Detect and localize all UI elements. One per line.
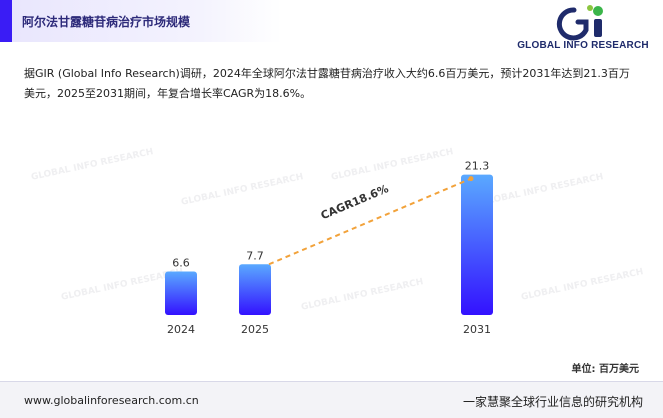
bar-2031	[461, 174, 493, 315]
cagr-line	[268, 177, 472, 266]
summary-text: 据GIR (Global Info Research)调研，2024年全球阿尔法…	[24, 67, 630, 100]
cagr-line-end	[468, 176, 474, 182]
x-tick-label-2025: 2025	[241, 323, 269, 336]
bar-2025	[239, 264, 271, 315]
bar-2024	[165, 271, 197, 315]
footer-slogan: 一家慧聚全球行业信息的研究机构	[462, 395, 643, 409]
title-accent-bar	[0, 0, 12, 42]
data-label-2025: 7.7	[246, 249, 264, 262]
page-title: 阿尔法甘露糖苷病治疗市场规模	[22, 15, 191, 29]
gir-logo: GLOBAL INFO RESEARCH	[508, 4, 658, 54]
header: 阿尔法甘露糖苷病治疗市场规模 GLOBAL INFO RESEARCH	[0, 0, 663, 58]
footer-url: www.globalinforesearch.com.cn	[24, 394, 199, 407]
x-tick-label-2031: 2031	[463, 323, 491, 336]
x-tick-label-2024: 2024	[167, 323, 195, 336]
title-box	[12, 0, 282, 42]
footer: www.globalinforesearch.com.cn 一家慧聚全球行业信息…	[0, 382, 663, 418]
footer-divider	[0, 381, 663, 382]
unit-label: 单位: 百万美元	[571, 364, 639, 375]
data-label-2031: 21.3	[465, 160, 490, 173]
gi-logo-icon	[556, 5, 603, 41]
data-label-2024: 6.6	[172, 257, 190, 270]
logo-text: GLOBAL INFO RESEARCH	[517, 40, 649, 51]
